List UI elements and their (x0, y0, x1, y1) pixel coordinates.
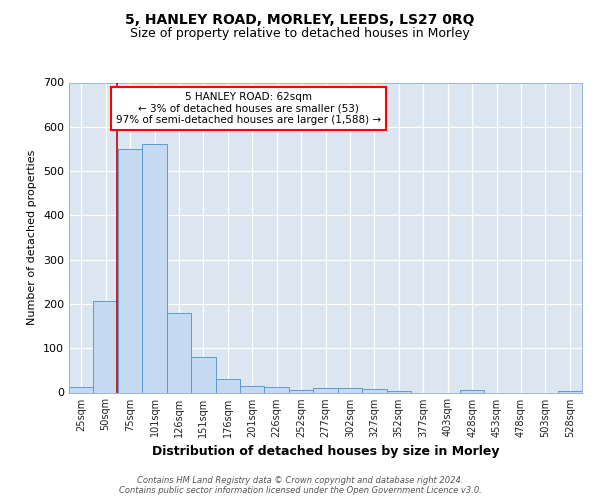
Bar (142, 144, 167, 392)
Text: 5 HANLEY ROAD: 62sqm
← 3% of detached houses are smaller (53)
97% of semi-detach: 5 HANLEY ROAD: 62sqm ← 3% of detached ho… (116, 92, 381, 125)
Bar (94, 302, 118, 392)
Bar (118, 149, 142, 392)
Text: Contains HM Land Registry data © Crown copyright and database right 2024.
Contai: Contains HM Land Registry data © Crown c… (119, 476, 481, 495)
Bar (289, 390, 313, 392)
Bar (557, 391, 582, 392)
X-axis label: Distribution of detached houses by size in Morley: Distribution of detached houses by size … (152, 445, 499, 458)
Bar (215, 379, 240, 392)
Text: Size of property relative to detached houses in Morley: Size of property relative to detached ho… (130, 28, 470, 40)
Bar (167, 313, 191, 392)
Y-axis label: Number of detached properties: Number of detached properties (28, 150, 37, 325)
Bar (240, 386, 265, 392)
Bar (386, 391, 411, 392)
Bar (338, 388, 362, 392)
Bar (460, 390, 484, 392)
Bar (313, 388, 338, 392)
Text: 5, HANLEY ROAD, MORLEY, LEEDS, LS27 0RQ: 5, HANLEY ROAD, MORLEY, LEEDS, LS27 0RQ (125, 12, 475, 26)
Bar (69, 387, 94, 392)
Bar (265, 386, 289, 392)
Bar (191, 357, 215, 392)
Bar (362, 389, 386, 392)
